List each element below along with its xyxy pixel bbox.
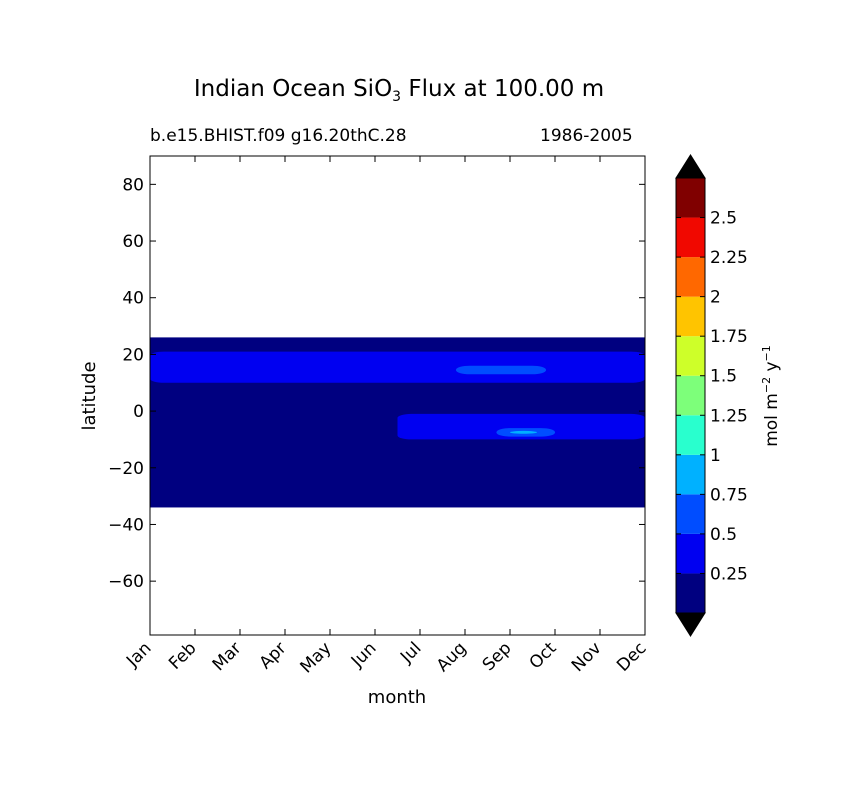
chart-title: Indian Ocean SiO3 Flux at 100.00 m: [193, 76, 605, 105]
colorbar-swatch: [676, 375, 705, 416]
colorbar-swatch: [676, 217, 705, 258]
colorbar-tick-label: 2: [710, 288, 721, 308]
colorbar-tick-label: 1.5: [710, 367, 737, 387]
colorbar-label-exp2: −1: [760, 345, 773, 361]
colorbar-extend-top: [675, 154, 706, 179]
colorbar-tick-label: 1: [710, 446, 721, 466]
x-tick-label: Aug: [433, 638, 471, 676]
heatmap-region-2: [397, 413, 645, 440]
heatmap-region-5: [510, 430, 537, 434]
axes-frame: [149, 155, 646, 636]
y-tick-label: 40: [122, 289, 144, 309]
x-tick-label: Sep: [479, 638, 516, 675]
x-tick-label: Jun: [347, 638, 381, 672]
colorbar-swatch: [676, 296, 705, 337]
y-tick-label: 80: [122, 175, 144, 195]
colorbar-tick-label: 0.25: [710, 564, 748, 584]
colorbar-label: mol m−2 y−1: [760, 345, 782, 447]
colorbar-swatch: [676, 415, 705, 455]
colorbar-tick-label: 2.25: [710, 248, 748, 268]
colorbar-tick-label: 0.5: [710, 525, 737, 545]
colorbar-tick-label: 1.75: [710, 327, 748, 347]
y-tick-label: 20: [122, 345, 144, 365]
x-tick-label: Apr: [256, 638, 291, 673]
x-tick-label: Dec: [613, 638, 650, 675]
x-tick-label: Jul: [396, 638, 425, 667]
year-range-label: 1986-2005: [540, 126, 633, 146]
y-axis: 80 60 40 20 0 −20 −40 −60: [108, 175, 645, 592]
colorbar-label-unit-mol: mol m: [762, 393, 782, 447]
heatmap-layer: [150, 337, 645, 508]
heatmap-region-1: [150, 351, 645, 383]
colorbar-swatch: [676, 336, 705, 376]
colorbar-swatch: [676, 494, 705, 534]
case-name-label: b.e15.BHIST.f09 g16.20thC.28: [150, 126, 407, 146]
x-tick-label: Oct: [526, 638, 561, 673]
colorbar-swatch: [676, 178, 705, 218]
y-tick-label: −40: [108, 515, 144, 535]
colorbar-swatch: [676, 257, 705, 297]
colorbar-swatch: [676, 454, 705, 495]
colorbar-label-exp1: −2: [760, 377, 773, 393]
colorbar-tick-label: 1.25: [710, 406, 748, 426]
y-tick-label: −20: [108, 459, 144, 479]
x-tick-label: Feb: [165, 638, 200, 673]
colorbar-extend-bottom: [675, 612, 706, 637]
y-tick-label: −60: [108, 572, 144, 592]
x-tick-label: May: [297, 638, 336, 677]
y-axis-label: latitude: [79, 361, 100, 430]
colorbar: 0.25 0.5 0.75 1 1.25 1.5 1.75 2 2.25 2.5: [675, 154, 748, 637]
colorbar-tick-label: 0.75: [710, 485, 748, 505]
colorbar-swatch: [676, 573, 705, 613]
colorbar-swatch: [676, 533, 705, 574]
heatmap-region-3: [456, 365, 546, 375]
x-axis-label: month: [368, 687, 426, 708]
x-tick-label: Nov: [568, 638, 606, 676]
colorbar-frame: [675, 177, 706, 614]
x-tick-label: Mar: [209, 638, 246, 675]
y-tick-label: 60: [122, 232, 144, 252]
colorbar-label-unit-y: y: [762, 361, 782, 376]
y-tick-label: 0: [133, 402, 144, 422]
colorbar-tick-label: 2.5: [710, 209, 737, 229]
x-tick-label: Jan: [122, 638, 155, 671]
